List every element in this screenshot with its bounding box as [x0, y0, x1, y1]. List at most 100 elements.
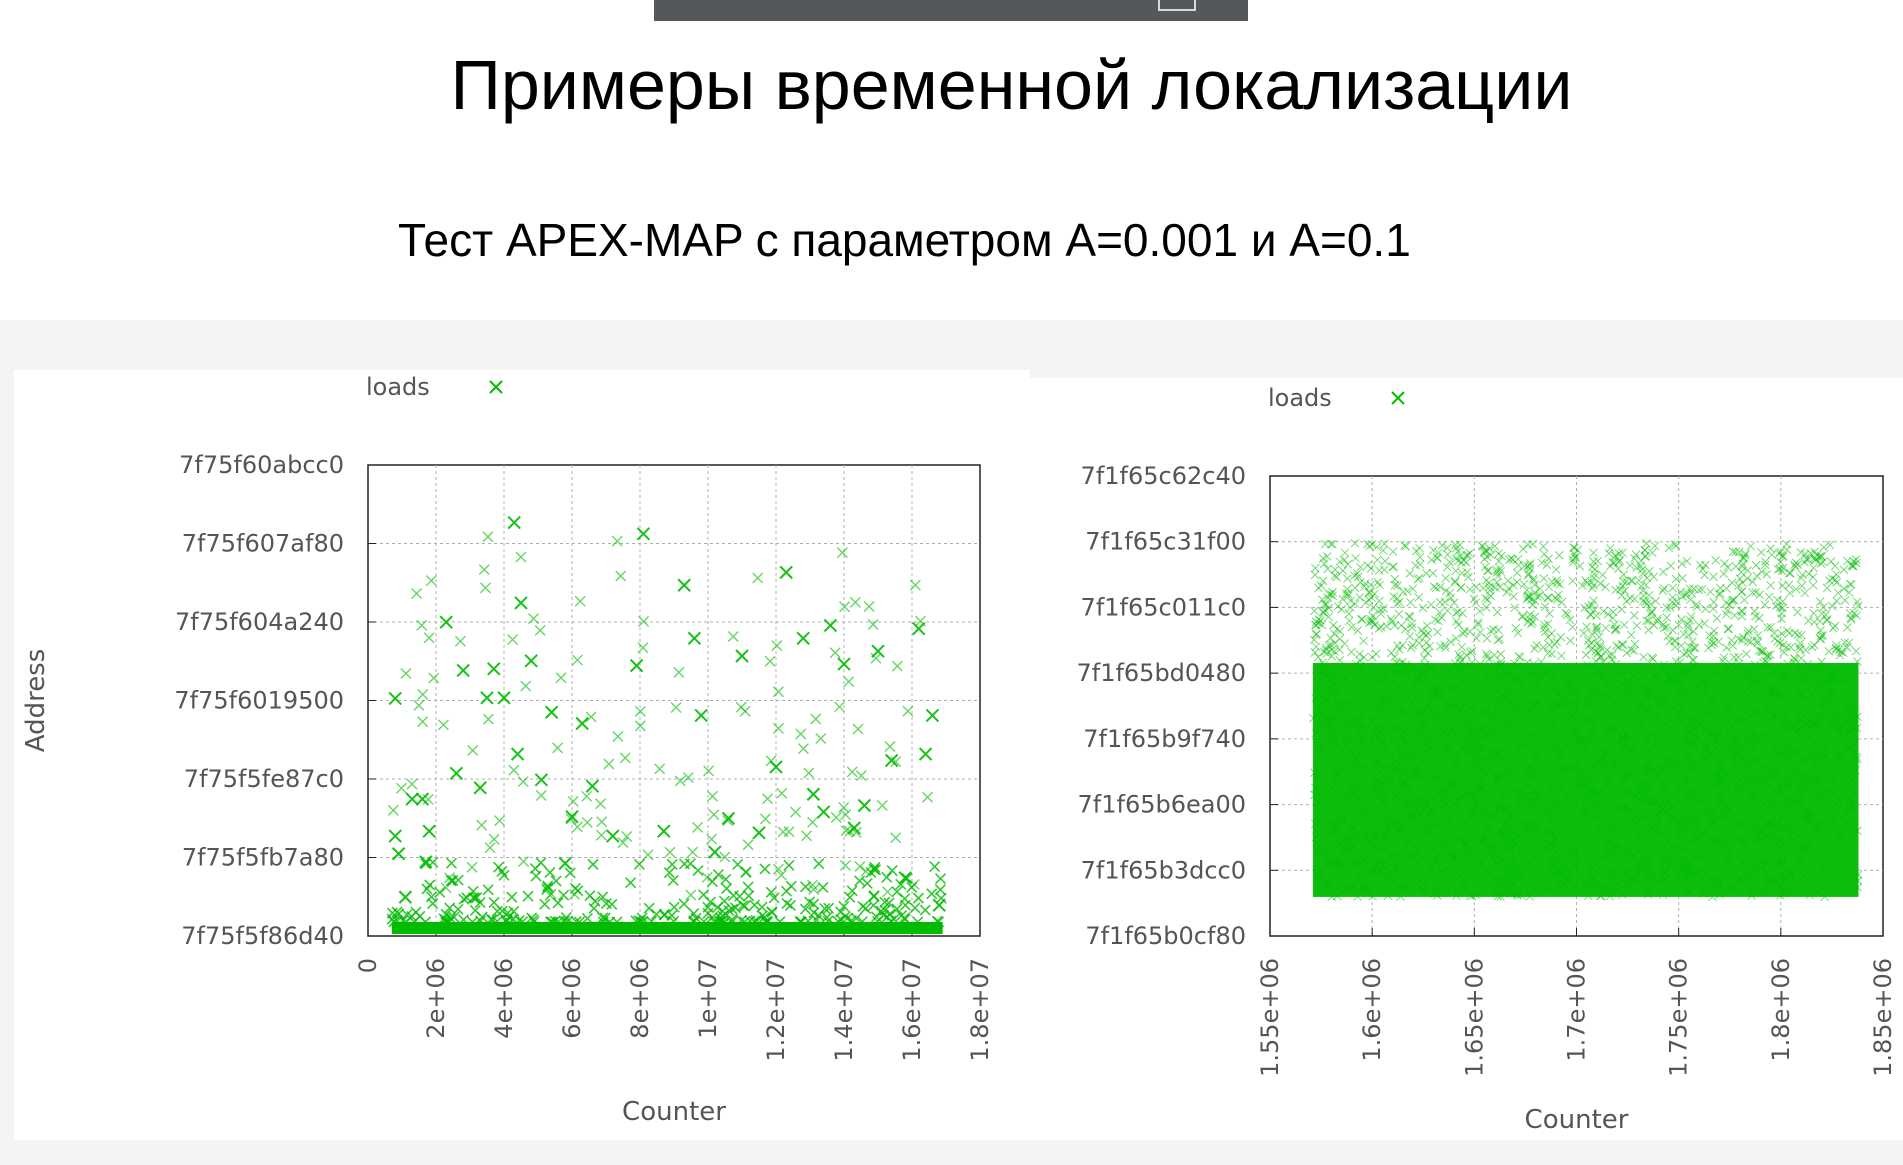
data-point	[1522, 658, 1532, 667]
data-point	[666, 909, 678, 922]
data-point	[1579, 745, 1589, 755]
data-point	[1412, 675, 1422, 685]
data-point	[1514, 651, 1524, 661]
data-point	[1720, 720, 1730, 730]
data-point	[405, 792, 419, 806]
data-point	[806, 787, 821, 801]
data-point	[1429, 870, 1439, 879]
data-point	[1682, 648, 1691, 658]
data-point	[1525, 610, 1535, 619]
data-point	[1415, 809, 1424, 819]
data-point	[1828, 887, 1838, 897]
data-point	[1806, 549, 1815, 558]
data-point	[1825, 540, 1835, 550]
data-point	[1737, 836, 1747, 845]
data-point	[1607, 724, 1616, 734]
data-point	[1469, 705, 1479, 715]
data-point	[1465, 891, 1475, 900]
data-point	[1827, 719, 1837, 729]
data-point	[1445, 557, 1455, 567]
data-point	[1367, 716, 1377, 726]
data-point	[1406, 853, 1416, 862]
data-point	[1705, 630, 1714, 640]
chart-panel-right: 7f1f65b0cf80 7f1f65b3dcc0 7f1f65b6ea00 7f1f…	[1030, 378, 1903, 1140]
data-point	[1573, 545, 1583, 555]
data-point	[1536, 657, 1546, 667]
data-point	[1333, 601, 1343, 611]
data-point	[1664, 772, 1674, 782]
data-point	[1803, 837, 1813, 847]
data-point	[1701, 741, 1711, 750]
data-point	[1502, 724, 1512, 734]
data-point	[1763, 762, 1773, 772]
data-point	[1373, 776, 1382, 786]
data-point	[1641, 689, 1651, 699]
data-point	[1735, 873, 1744, 882]
data-point	[1700, 830, 1710, 840]
data-point	[1832, 640, 1841, 650]
data-point	[1731, 547, 1740, 557]
data-point	[884, 740, 896, 752]
data-point	[1325, 859, 1334, 869]
data-point	[1642, 616, 1651, 625]
data-point	[474, 897, 486, 909]
data-point	[1473, 620, 1483, 629]
data-point	[715, 915, 727, 927]
data-point	[1445, 796, 1455, 805]
scatter-chart-right: 7f1f65b0cf807f1f65b3dcc07f1f65b6ea007f1f…	[1076, 384, 1897, 1135]
data-point	[1589, 811, 1599, 821]
data-point	[1393, 581, 1402, 590]
data-point	[1845, 579, 1855, 589]
data-point	[411, 588, 423, 600]
data-point	[1845, 727, 1855, 736]
data-point	[1465, 627, 1475, 636]
data-point	[633, 915, 645, 927]
data-point	[443, 872, 455, 884]
data-point	[1494, 801, 1504, 811]
data-point	[1569, 862, 1579, 871]
data-point	[1709, 818, 1719, 828]
data-point	[1522, 585, 1532, 595]
data-point	[1597, 768, 1607, 778]
data-point	[1660, 867, 1670, 877]
data-point	[1560, 833, 1570, 843]
data-point	[1758, 697, 1768, 707]
data-point	[1579, 818, 1588, 828]
data-point	[765, 755, 777, 767]
data-point	[1675, 707, 1684, 717]
data-point	[1387, 709, 1397, 719]
x-axis-label: Counter	[1525, 1105, 1629, 1135]
data-point	[1448, 778, 1457, 787]
data-point	[494, 815, 506, 827]
data-point	[1309, 635, 1319, 645]
data-point	[528, 916, 540, 928]
data-point	[1817, 779, 1826, 789]
data-point	[1618, 548, 1627, 558]
data-point	[1742, 649, 1751, 659]
data-point	[1496, 567, 1506, 576]
data-point	[1685, 584, 1695, 593]
data-point	[1490, 541, 1500, 551]
data-point	[1547, 718, 1556, 728]
data-point	[1775, 638, 1785, 648]
data-point	[1822, 727, 1832, 737]
data-point	[1426, 805, 1436, 815]
data-point	[1849, 701, 1859, 711]
data-point	[1442, 668, 1452, 678]
data-point	[1800, 557, 1809, 567]
data-point	[718, 895, 730, 907]
data-point	[1681, 590, 1691, 600]
data-point	[1793, 607, 1802, 617]
data-point	[838, 900, 850, 912]
data-point	[1689, 584, 1698, 594]
fullscreen-icon[interactable]	[1158, 0, 1196, 11]
data-point	[1815, 634, 1825, 644]
data-point	[1647, 608, 1656, 618]
data-point	[1795, 690, 1805, 700]
data-point	[555, 672, 567, 684]
data-point	[1801, 645, 1810, 655]
data-point	[1851, 766, 1860, 775]
data-point	[1686, 694, 1696, 703]
data-point	[1418, 879, 1428, 889]
data-point	[1400, 769, 1410, 779]
